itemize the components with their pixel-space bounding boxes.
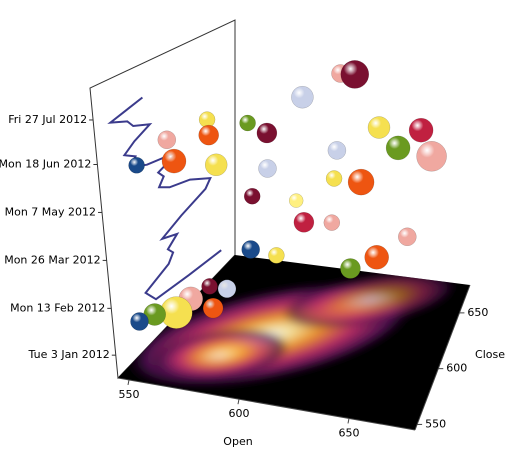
sphere	[398, 227, 417, 247]
sphere	[157, 130, 177, 150]
sphere	[327, 141, 347, 160]
sphere	[161, 148, 187, 174]
x-tick-label: 550	[119, 388, 140, 401]
sphere	[258, 159, 277, 178]
sphere	[217, 279, 237, 299]
sphere	[204, 153, 228, 177]
sphere	[325, 170, 343, 187]
sphere	[256, 122, 278, 144]
y-axis-title: Close	[475, 348, 505, 361]
sphere	[239, 114, 256, 132]
x-axis-line	[117, 377, 416, 431]
sphere	[241, 240, 260, 259]
z-tick-label: Mon 26 Mar 2012	[4, 253, 100, 266]
sphere	[416, 141, 447, 172]
z-tick-label: Tue 3 Jan 2012	[28, 348, 110, 361]
y-tick-label: 650	[467, 306, 488, 319]
x-tick	[127, 379, 130, 386]
sphere	[130, 312, 149, 331]
sphere	[128, 157, 145, 174]
sphere	[408, 117, 434, 143]
z-tick-label: Fri 27 Jul 2012	[8, 113, 87, 126]
sphere	[291, 85, 314, 109]
y-tick-label: 600	[446, 362, 467, 375]
density	[122, 270, 459, 389]
sphere	[268, 247, 285, 264]
sphere	[243, 187, 261, 205]
x-tick	[347, 418, 350, 424]
sphere	[385, 135, 411, 161]
sphere	[293, 212, 315, 233]
z-tick-label: Mon 7 May 2012	[5, 205, 96, 218]
sphere	[340, 60, 370, 89]
x-axis-title: Open	[223, 435, 252, 448]
x-tick	[237, 399, 240, 405]
x-tick-label: 650	[339, 426, 360, 439]
sphere	[340, 258, 361, 279]
sphere	[201, 278, 218, 295]
sphere	[198, 124, 219, 146]
sphere	[364, 245, 389, 270]
wall-line	[107, 96, 222, 301]
sphere	[323, 214, 341, 231]
x-tick-label: 600	[229, 407, 250, 420]
y-tick-label: 550	[425, 417, 446, 430]
y-axis-line	[414, 284, 471, 431]
sphere	[202, 297, 224, 319]
z-tick-label: Mon 18 Jun 2012	[0, 157, 91, 170]
sphere	[367, 116, 391, 139]
sphere	[288, 193, 304, 208]
z-tick-label: Mon 13 Feb 2012	[10, 301, 105, 314]
sphere	[347, 168, 375, 196]
